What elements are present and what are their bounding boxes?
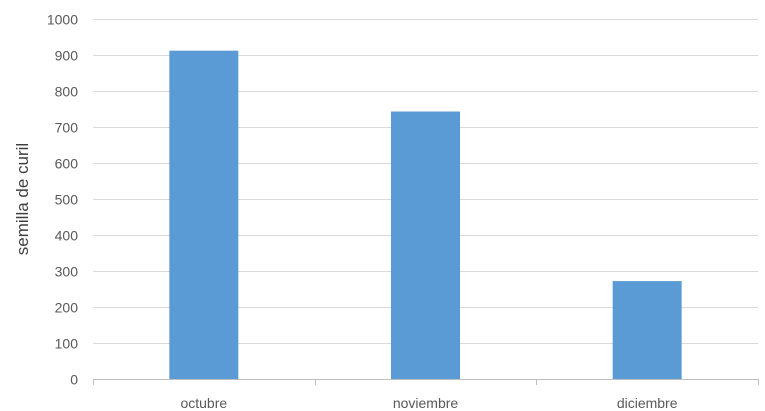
x-tick-labels: octubre noviembre diciembre (180, 395, 677, 411)
y-tick-label: 900 (55, 48, 79, 64)
y-tick-label: 800 (55, 84, 79, 100)
y-tick-label: 500 (55, 192, 79, 208)
bar-octubre (169, 50, 239, 380)
x-tick-label: noviembre (393, 395, 459, 411)
x-tick-label: diciembre (617, 395, 678, 411)
y-axis-title: semilla de curil (13, 143, 32, 255)
bar-diciembre (612, 281, 682, 379)
y-tick-label: 600 (55, 156, 79, 172)
axes (93, 379, 759, 385)
y-tick-label: 100 (55, 336, 79, 352)
y-tick-label: 200 (55, 300, 79, 316)
bar-noviembre (391, 111, 460, 380)
y-tick-label: 0 (70, 372, 78, 388)
y-tick-label: 700 (55, 120, 79, 136)
bars (169, 50, 682, 380)
y-tick-label: 1000 (47, 12, 78, 28)
y-tick-labels: 0 100 200 300 400 500 600 700 800 900 1000 (47, 12, 78, 388)
y-tick-label: 400 (55, 228, 79, 244)
y-tick-label: 300 (55, 264, 79, 280)
x-tick-label: octubre (180, 395, 227, 411)
